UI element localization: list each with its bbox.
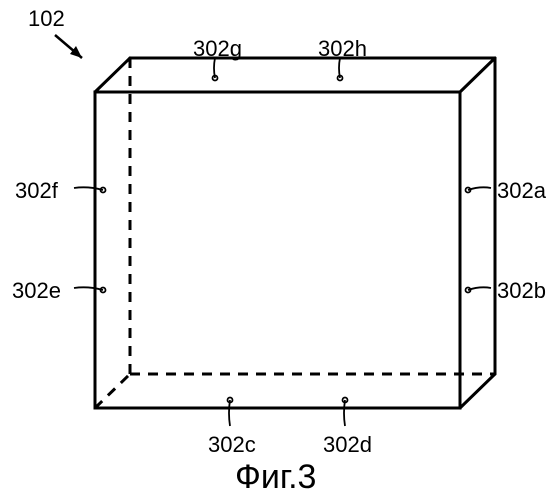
leader-302e [74,287,103,290]
leader-302a [468,187,491,190]
leader-302c [229,400,230,426]
label-302d: 302d [323,432,372,458]
ref-number: 102 [28,6,65,32]
edge-depth-top-left [95,58,130,92]
figure-caption: Фиг.3 [235,458,316,497]
label-302c: 302c [208,432,256,458]
figure-stage: .solid { fill: none; stroke: #000; strok… [0,0,546,500]
label-302e: 302e [12,278,61,304]
label-302h: 302h [318,36,367,62]
ref-arrow [55,35,82,58]
leader-302d [344,400,345,426]
edge-front-rect [95,92,460,408]
edge-depth-bottom-right [460,374,495,408]
label-302f: 302f [15,178,58,204]
leader-302b [468,287,491,290]
label-302g: 302g [193,36,242,62]
edge-depth-top-right [460,58,495,92]
diagram-svg: .solid { fill: none; stroke: #000; strok… [0,0,546,500]
label-302a: 302a [497,178,546,204]
edge-depth-bottom-left-hidden [95,374,130,408]
leader-302f [74,187,103,190]
label-302b: 302b [497,278,546,304]
